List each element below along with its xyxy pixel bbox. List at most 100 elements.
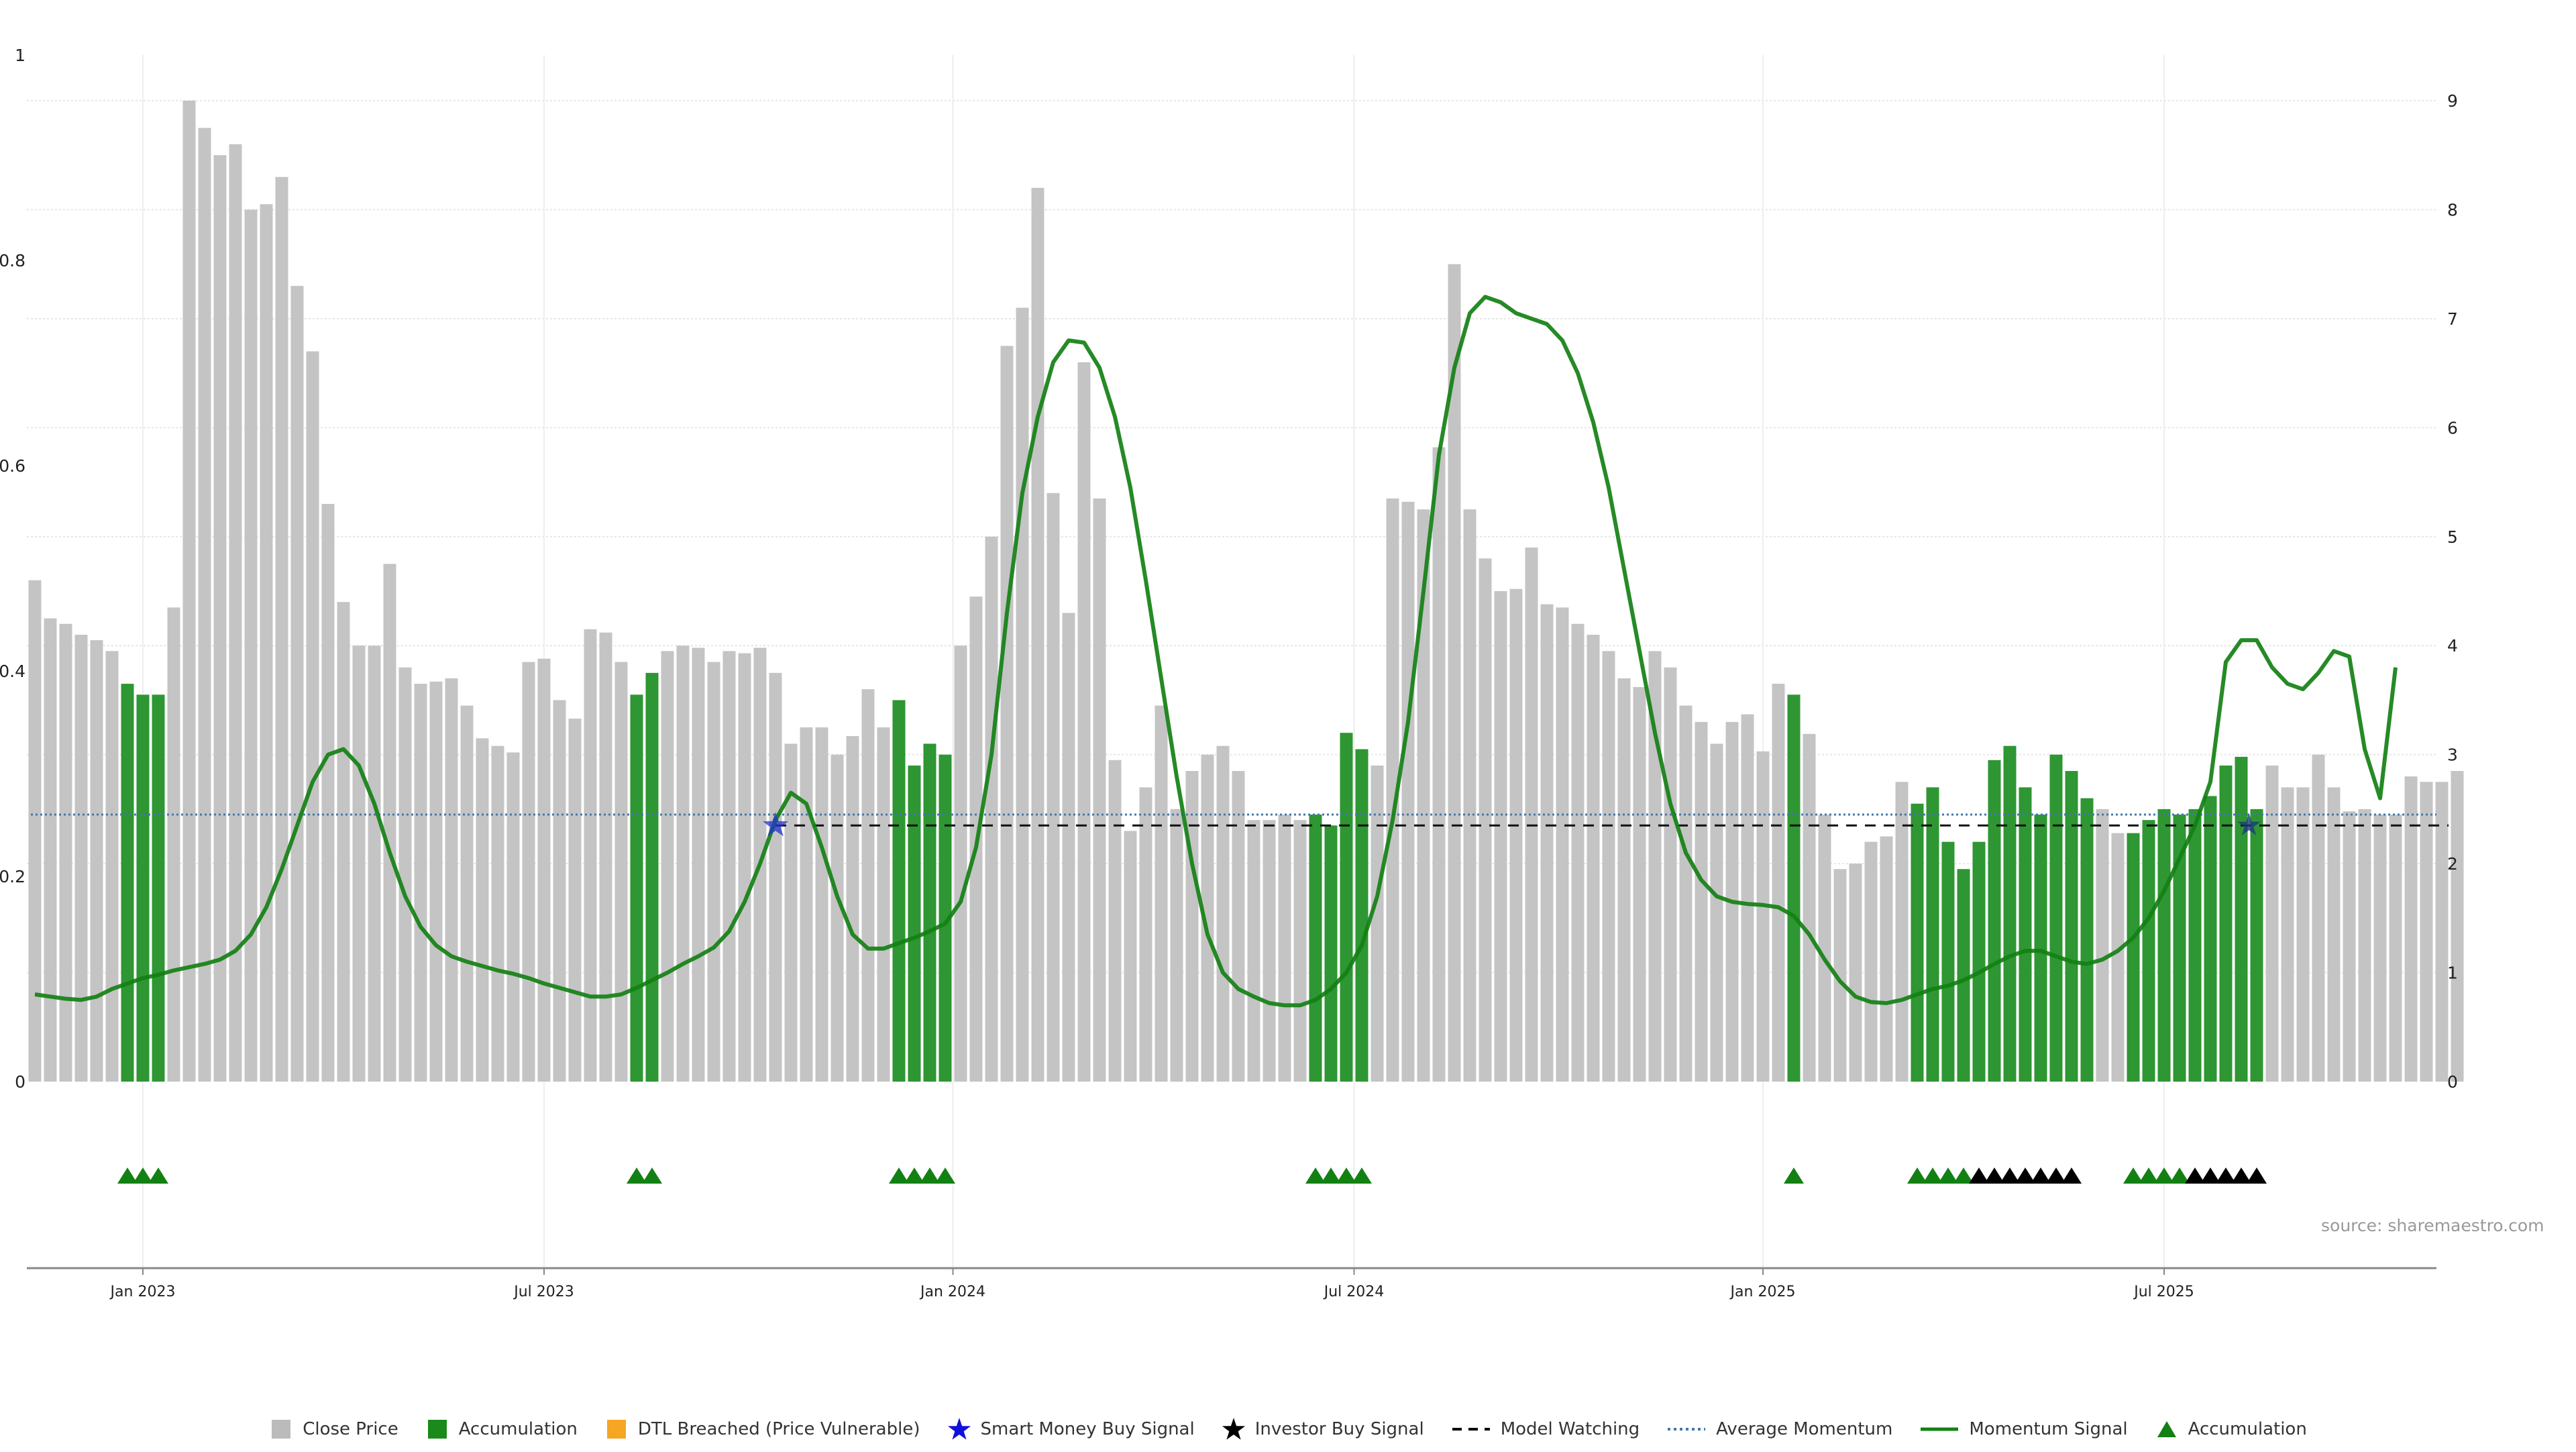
close-price-bar — [2373, 815, 2387, 1082]
close-price-bar — [368, 645, 381, 1082]
close-price-bar — [1062, 613, 1075, 1082]
legend-label: Accumulation — [2188, 1419, 2307, 1439]
close-price-bar — [815, 727, 828, 1082]
close-price-bar — [275, 176, 288, 1082]
close-price-bar — [800, 727, 813, 1082]
investor-buy-marker — [2216, 1168, 2236, 1184]
close-price-bar — [1509, 588, 1523, 1082]
legend-label: Average Momentum — [1716, 1419, 1893, 1439]
close-price-bar — [352, 645, 366, 1082]
close-price-bar — [1756, 751, 1770, 1082]
x-axis-tick-label: Jan 2023 — [109, 1284, 176, 1300]
accumulation-bar — [2173, 815, 2186, 1082]
x-axis-tick-label: Jan 2025 — [1729, 1284, 1796, 1300]
close-price-bar — [830, 754, 844, 1082]
close-price-bar — [1016, 307, 1029, 1082]
accumulation-bar — [1957, 869, 1970, 1082]
right-axis-tick-label: 5 — [2447, 527, 2458, 547]
investor-buy-marker — [1969, 1168, 1989, 1184]
legend-label: Close Price — [303, 1419, 398, 1439]
left-axis-tick-label: 0.6 — [0, 456, 25, 476]
accumulation-bar — [2157, 809, 2171, 1082]
accumulation-marker — [935, 1168, 955, 1184]
close-price-bar — [398, 667, 412, 1082]
close-price-bar — [1864, 841, 1878, 1082]
close-price-bar — [1108, 760, 1122, 1082]
legend-swatch — [1921, 1427, 1959, 1431]
legend-item: Model Watching — [1451, 1417, 1640, 1441]
investor-buy-marker — [2015, 1168, 2035, 1184]
accumulation-marker — [2169, 1168, 2190, 1184]
accumulation-bar — [2235, 756, 2248, 1082]
close-price-bar — [1139, 787, 1152, 1082]
close-price-bar — [1201, 754, 1214, 1082]
close-price-bar — [2327, 787, 2341, 1082]
legend-symbol — [2157, 1421, 2176, 1437]
accumulation-marker — [1907, 1168, 1927, 1184]
close-price-bar — [429, 681, 443, 1082]
close-price-bar — [2404, 776, 2418, 1082]
accumulation-marker — [1352, 1168, 1372, 1184]
close-price-bar — [954, 645, 967, 1082]
close-price-bar — [182, 101, 196, 1082]
close-price-bar — [1648, 651, 1662, 1082]
x-axis-tick-label: Jul 2025 — [2133, 1284, 2194, 1300]
accumulation-bar — [1911, 803, 1924, 1082]
accumulation-marker — [117, 1168, 138, 1184]
accumulation-bar — [2250, 809, 2263, 1082]
close-price-bar — [1170, 809, 1183, 1082]
right-axis-tick-label: 1 — [2447, 964, 2458, 983]
close-price-bar — [1494, 591, 1507, 1082]
legend-item: Close Price — [269, 1417, 398, 1441]
close-price-bar — [1772, 684, 1785, 1082]
legend-item: Accumulation — [425, 1417, 578, 1441]
close-price-bar — [568, 719, 582, 1082]
investor-buy-marker — [2247, 1168, 2267, 1184]
close-price-bar — [2451, 771, 2464, 1082]
legend-swatch — [606, 1420, 626, 1439]
investor-buy-marker — [2046, 1168, 2066, 1184]
accumulation-marker — [1336, 1168, 1356, 1184]
accumulation-bar — [2219, 765, 2233, 1082]
close-price-bar — [1602, 651, 1615, 1082]
close-price-bar — [1695, 721, 1708, 1082]
close-price-bar — [167, 607, 180, 1082]
close-price-bar — [1155, 705, 1168, 1082]
close-price-bar — [44, 618, 57, 1082]
close-price-bar — [1417, 509, 1430, 1082]
close-price-bar — [290, 286, 304, 1082]
accumulation-marker — [1938, 1168, 1958, 1184]
investor-buy-marker — [2185, 1168, 2205, 1184]
close-price-bar — [2389, 815, 2402, 1082]
close-price-bar — [2435, 782, 2449, 1082]
close-price-bar — [1895, 782, 1909, 1082]
legend-symbol — [427, 1420, 447, 1439]
accumulation-marker — [133, 1168, 153, 1184]
close-price-bar — [2420, 782, 2433, 1082]
close-price-bar — [784, 743, 798, 1082]
accumulation-bar — [1324, 825, 1338, 1082]
investor-buy-marker — [2031, 1168, 2051, 1184]
close-price-bar — [90, 640, 103, 1082]
legend-swatch — [427, 1420, 447, 1439]
legend-label: DTL Breached (Price Vulnerable) — [637, 1419, 920, 1439]
close-price-bar — [1479, 558, 1492, 1082]
accumulation-bar — [2003, 745, 2017, 1082]
left-axis-tick-label: 0.8 — [0, 251, 25, 270]
close-price-bar — [306, 351, 319, 1082]
close-price-bar — [1216, 745, 1230, 1082]
right-axis-tick-label: 8 — [2447, 200, 2458, 219]
accumulation-bar — [1340, 733, 1353, 1082]
close-price-bar — [722, 651, 736, 1082]
close-price-bar — [584, 629, 597, 1082]
accumulation-bar — [136, 694, 150, 1082]
legend-symbol — [947, 1418, 971, 1440]
left-axis-tick-label: 0.2 — [0, 867, 25, 886]
close-price-bar — [460, 705, 474, 1082]
accumulation-bar — [152, 694, 165, 1082]
legend-symbol — [272, 1420, 291, 1439]
investor-buy-star — [2237, 813, 2261, 835]
close-price-bar — [1880, 836, 1893, 1082]
legend-item: Accumulation — [2155, 1417, 2307, 1441]
right-axis-tick-label: 6 — [2447, 418, 2458, 437]
